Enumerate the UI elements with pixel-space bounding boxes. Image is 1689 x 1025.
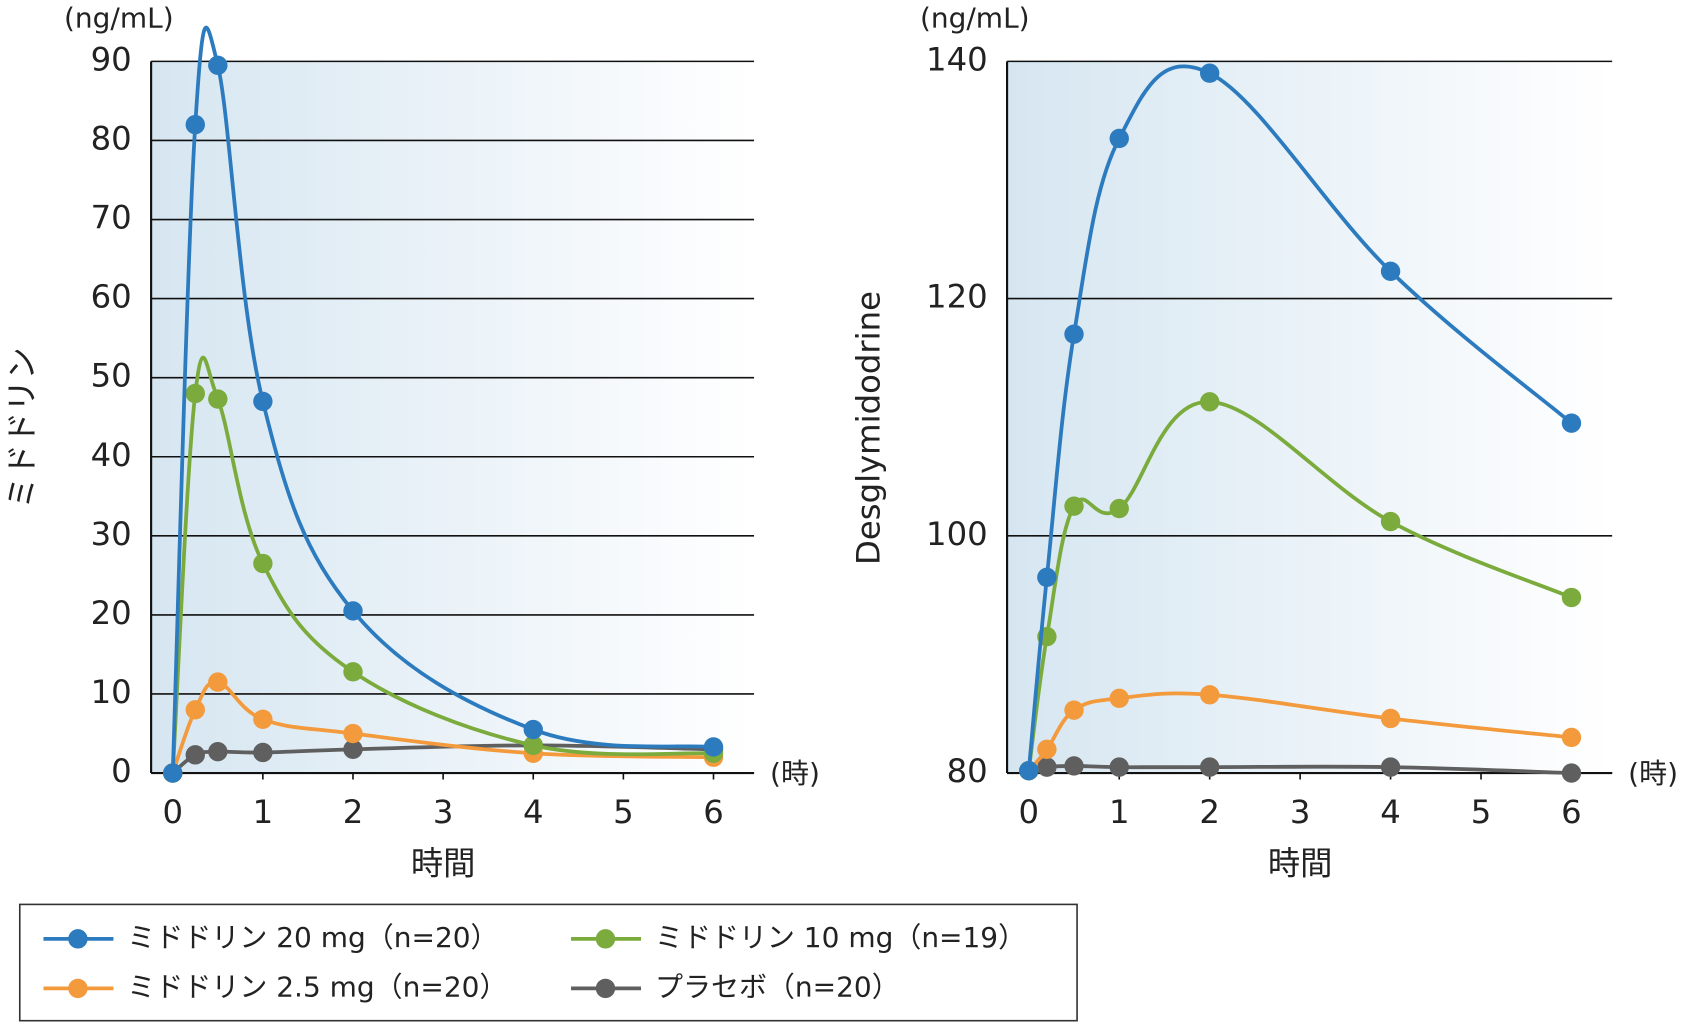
y-tick-label: 40	[91, 436, 132, 474]
x-tick-label: 2	[1199, 793, 1220, 831]
data-point	[1561, 763, 1582, 783]
data-point	[343, 723, 363, 744]
data-point	[1380, 757, 1401, 777]
data-point	[163, 763, 183, 783]
y-tick-label: 140	[926, 40, 988, 78]
data-point	[1109, 498, 1129, 519]
x-tick-label: 3	[433, 793, 454, 831]
y-tick-label: 60	[91, 278, 132, 316]
data-point	[1199, 757, 1220, 777]
x-axis-label: 時間	[411, 845, 476, 883]
y-axis-label: ミドドリン	[3, 347, 41, 509]
y-tick-label: 120	[926, 278, 988, 316]
plot-area	[1007, 61, 1613, 774]
y-tick-label: 100	[926, 515, 988, 553]
y-tick-label: 50	[91, 357, 132, 395]
data-point	[208, 55, 228, 76]
data-point	[1109, 688, 1129, 709]
y-tick-label: 0	[111, 752, 132, 790]
data-point	[1380, 261, 1401, 282]
data-point	[1064, 756, 1084, 776]
x-tick-label: 4	[1380, 793, 1401, 831]
x-tick-label: 3	[1290, 793, 1311, 831]
data-point	[1037, 739, 1057, 760]
y-axis-label: Desglymidodrine	[849, 291, 887, 565]
data-point	[185, 700, 205, 720]
x-tick-label: 0	[1019, 793, 1040, 831]
y-unit: (ng/mL)	[920, 1, 1030, 34]
x-unit: (時)	[1628, 757, 1678, 790]
legend-marker	[595, 929, 616, 949]
data-point	[1109, 757, 1129, 777]
data-point	[343, 662, 363, 682]
data-point	[1037, 757, 1057, 777]
x-tick-label: 6	[703, 793, 724, 831]
data-point	[1199, 685, 1220, 705]
data-point	[703, 737, 724, 757]
legend-marker	[68, 929, 88, 949]
data-point	[253, 742, 273, 763]
x-tick-label: 2	[343, 793, 364, 831]
x-unit: (時)	[770, 757, 820, 790]
y-tick-label: 70	[91, 199, 132, 237]
x-tick-label: 0	[162, 793, 183, 831]
data-point	[1037, 567, 1057, 588]
data-point	[253, 391, 273, 412]
data-point	[1199, 63, 1220, 83]
y-tick-label: 30	[91, 515, 132, 553]
y-unit: (ng/mL)	[64, 1, 174, 34]
data-point	[1561, 413, 1582, 433]
x-tick-label: 5	[1471, 793, 1492, 831]
legend-marker	[595, 978, 616, 999]
data-point	[185, 114, 205, 135]
series-line	[170, 25, 714, 774]
legend-label: ミドドリン 10 mg（n=19）	[655, 921, 1026, 954]
data-point	[208, 389, 228, 409]
data-point	[1064, 324, 1084, 344]
legend-label: ミドドリン 20 mg（n=20）	[127, 921, 498, 954]
plot-area	[151, 61, 755, 774]
data-point	[1199, 392, 1220, 412]
data-point	[1380, 511, 1401, 532]
y-tick-label: 10	[91, 673, 132, 711]
x-axis-label: 時間	[1268, 845, 1333, 883]
x-tick-label: 1	[1109, 793, 1130, 831]
data-point	[343, 739, 363, 760]
data-point	[1561, 727, 1582, 748]
legend-box	[18, 903, 1078, 1022]
legend-label: ミドドリン 2.5 mg（n=20）	[127, 970, 507, 1003]
y-tick-label: 80	[947, 752, 988, 790]
data-point	[253, 709, 273, 729]
x-tick-label: 4	[523, 793, 544, 831]
data-point	[1019, 760, 1039, 781]
data-point	[1561, 587, 1582, 608]
x-tick-label: 5	[613, 793, 634, 831]
data-point	[343, 601, 363, 621]
data-point	[1064, 496, 1084, 516]
y-tick-label: 90	[91, 40, 132, 78]
data-point	[208, 672, 228, 692]
y-tick-label: 80	[91, 119, 132, 157]
data-point	[185, 745, 205, 765]
legend-label: プラセボ（n=20）	[655, 970, 900, 1003]
data-point	[253, 553, 273, 574]
y-tick-label: 20	[91, 594, 132, 632]
data-point	[1064, 700, 1084, 720]
legend-marker	[68, 978, 88, 999]
x-tick-label: 1	[253, 793, 274, 831]
data-point	[523, 719, 543, 740]
data-point	[523, 735, 543, 756]
x-tick-label: 6	[1561, 793, 1582, 831]
data-point	[1109, 128, 1129, 149]
data-point	[1380, 708, 1401, 729]
data-point	[208, 742, 228, 762]
data-point	[185, 383, 205, 404]
